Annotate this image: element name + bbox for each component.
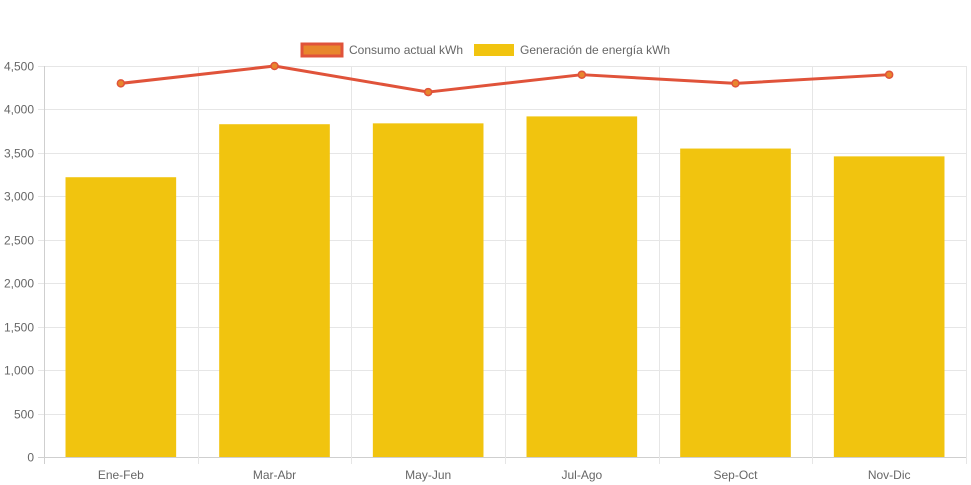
point-consumo-jul-ago[interactable]	[577, 70, 587, 79]
line-series	[116, 61, 894, 97]
point-consumo-nov-dic[interactable]	[884, 70, 894, 79]
x-tick-label: Jul-Ago	[561, 468, 602, 482]
x-tick-label: Mar-Abr	[253, 468, 296, 482]
legend-label-consumo: Consumo actual kWh	[349, 43, 463, 57]
y-tick-label: 1,500	[4, 321, 34, 335]
legend-item-consumo[interactable]: Consumo actual kWh	[300, 42, 463, 58]
x-tick-label: Ene-Feb	[98, 468, 144, 482]
y-tick-label: 3,000	[4, 190, 34, 204]
grid-lines	[38, 66, 967, 464]
y-tick-label: 3,500	[4, 147, 34, 161]
bar-generacion-jul-ago[interactable]	[526, 116, 638, 457]
legend-label-generacion: Generación de energía kWh	[520, 43, 670, 57]
x-tick-label: Sep-Oct	[713, 468, 758, 482]
bar-generacion-may-jun[interactable]	[372, 123, 484, 457]
legend-swatch-generacion	[474, 44, 514, 56]
line-consumo	[120, 64, 890, 94]
x-axis-ticks: Ene-Feb Mar-Abr May-Jun Jul-Ago Sep-Oct Nov-D…	[98, 468, 911, 482]
legend-swatch-consumo	[300, 42, 344, 58]
legend-item-generacion[interactable]: Generación de energía kWh	[474, 43, 670, 57]
y-tick-label: 2,000	[4, 277, 34, 291]
y-tick-label: 2,500	[4, 234, 34, 248]
bar-generacion-ene-feb[interactable]	[65, 177, 177, 457]
bar-generacion-mar-abr[interactable]	[219, 124, 330, 458]
x-tick-label: Nov-Dic	[868, 468, 911, 482]
bar-generacion-sep-oct[interactable]	[680, 148, 791, 458]
y-axis-ticks: 0 500 1,000 1,500 2,000 2,500 3,000 3,500 4,000 4…	[4, 60, 34, 465]
bar-series	[65, 116, 945, 458]
point-consumo-may-jun[interactable]	[423, 87, 433, 97]
point-consumo-ene-feb[interactable]	[116, 79, 126, 88]
y-tick-label: 500	[14, 408, 34, 422]
point-consumo-mar-abr[interactable]	[270, 61, 279, 71]
y-tick-label: 4,000	[4, 103, 34, 117]
bar-generacion-nov-dic[interactable]	[833, 156, 945, 457]
y-tick-label: 0	[27, 451, 34, 465]
x-tick-label: May-Jun	[405, 468, 451, 482]
legend[interactable]: Consumo actual kWh Generación de energía …	[300, 42, 670, 58]
y-tick-label: 4,500	[4, 60, 34, 74]
point-consumo-sep-oct[interactable]	[731, 79, 740, 88]
y-tick-label: 1,000	[4, 364, 34, 378]
